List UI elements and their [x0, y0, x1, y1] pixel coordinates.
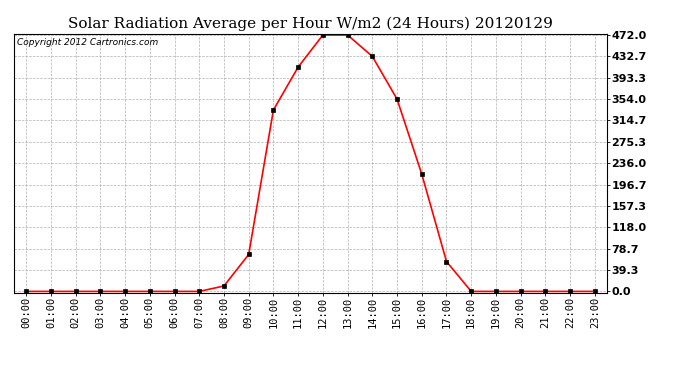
- Title: Solar Radiation Average per Hour W/m2 (24 Hours) 20120129: Solar Radiation Average per Hour W/m2 (2…: [68, 17, 553, 31]
- Text: Copyright 2012 Cartronics.com: Copyright 2012 Cartronics.com: [17, 38, 158, 46]
